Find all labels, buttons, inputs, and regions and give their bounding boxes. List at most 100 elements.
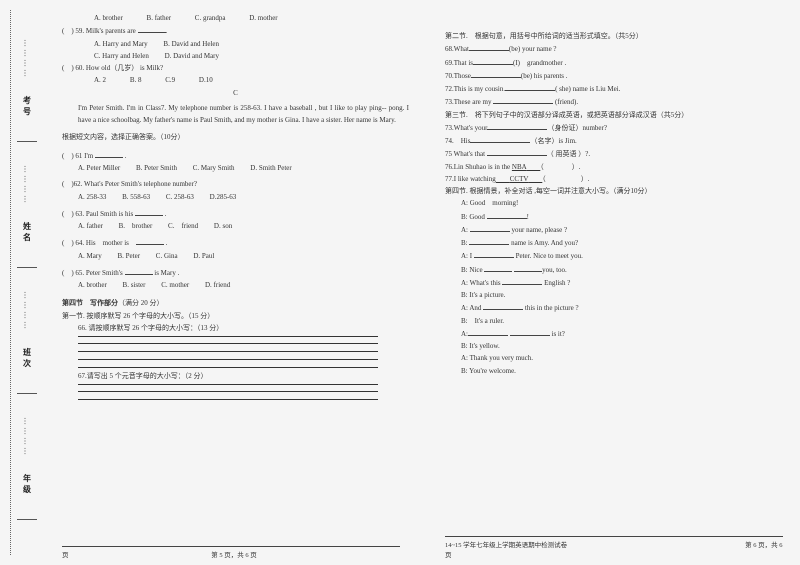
passage-c-label: C [62,87,409,99]
blank [470,134,530,143]
blank [135,207,163,216]
ruled-line [78,352,378,360]
q74: 74. His（名字）is Jim. [445,134,778,147]
opt: A. Harry and Mary [94,38,148,50]
binding-dotted-line [10,10,11,555]
footer-side: 页 [62,549,69,559]
ruled-line [78,392,378,400]
q61-stem: ( ) 61 I'm . [62,149,409,162]
opt: A. 2 [94,74,106,86]
writing-lines-66 [78,336,378,368]
dlg-line: B: Good ! [461,210,778,223]
footer-pageno: 第 6 页，共 6 [745,542,782,549]
dlg-line: A: I Peter. Nice to meet you. [461,249,778,262]
label-name: 姓名 [22,222,33,244]
q72: 72.This is my cousin.( she) name is Liu … [445,82,778,95]
ruled-line [78,336,378,344]
dlg-line: A: What's this English ? [461,276,778,289]
dlg-line: B: name is Amy. And you? [461,236,778,249]
q76: 76.Lin Shuhao is in the NBA （ ）. [445,161,778,173]
opt: B. 8 [130,74,142,86]
q59-options-2: C. Harry and Helen D. David and Mary [62,50,409,62]
opt: D. mother [249,12,277,24]
label-line [17,393,37,394]
blank [502,276,542,285]
blank [95,149,123,158]
blank [505,82,555,91]
opt: D. friend [205,279,230,291]
opt: C.9 [165,74,175,86]
footer-side: 页 [445,549,783,559]
opt: B. Peter [117,250,140,262]
opt: B. sister [123,279,146,291]
opt: D. David and Mary [165,50,219,62]
opt: A. Mary [78,250,102,262]
dlg-line: B: It's yellow. [461,340,778,352]
opt: C. 258-63 [166,191,194,203]
underline-nba: NBA [512,163,526,171]
q60-options: A. 2 B. 8 C.9 D.10 [62,74,409,86]
footer-pageno: 第 5 页，共 6 页 [211,549,257,559]
opt: D.10 [199,74,213,86]
label-line [17,519,37,520]
dlg-line: B: It's a picture. [461,289,778,301]
blank [483,301,523,310]
q59-stem: ( ) 59. Milk's parents are . [62,24,409,37]
binding-dots: ………… [23,417,32,457]
opt: B. Peter Smith [136,162,177,174]
opt: C. grandpa [195,12,226,24]
dlg-line: A: your name, please ? [461,223,778,236]
q77: 77.I like watching CCTV （ ）. [445,173,778,185]
dlg-line: A: Good morning! [461,197,778,209]
blank [510,327,550,336]
passage-c: I'm Peter Smith. I'm in Class7. My telep… [62,103,409,127]
opt: B. brother [119,220,153,232]
opt: A. brother [78,279,107,291]
opt: C. Gina [156,250,178,262]
q60-stem: ( ) 60. How old（几岁） is Milk? [62,62,409,74]
blank [468,327,508,336]
dlg-line: B: Nice you, too. [461,263,778,276]
dlg-line: B: You're welcome. [461,365,778,377]
section4-1: 第一节. 按顺序默写 26 个字母的大小写。（15 分） [62,310,409,322]
opt: C. Harry and Helen [94,50,149,62]
opt: A. Peter Miller [78,162,120,174]
blank [484,263,512,272]
opt: C. Mary Smith [193,162,235,174]
section2-title: 第二节. 根据句意，用括号中所给词的适当形式填空。（共5分） [445,30,778,42]
footer-rule [445,536,783,537]
label-line [17,141,37,142]
opt: D.285-63 [210,191,237,203]
blank [487,147,547,156]
blank [514,263,542,272]
q65-options: A. brother B. sister C. mother D. friend [62,279,409,291]
q68: 68.What(be) your name ? [445,42,778,55]
opt: D. son [214,220,232,232]
q65-stem: ( ) 65. Peter Smith's is Mary . [62,266,409,279]
passage-instr: 根据短文内容，选择正确答案。（10分） [62,131,409,143]
page-6: 第二节. 根据句意，用括号中所给词的适当形式填空。（共5分） 68.What(b… [425,0,800,565]
q59-options-1: A. Harry and Mary B. David and Helen [62,38,409,50]
q66: 66. 请按顺序默写 26 个字母的大小写：（13 分） [62,322,409,334]
section3-title: 第三节. 将下列句子中的汉语部分译成英语，或把英语部分译成汉语（共5分） [445,109,778,121]
label-class: 班次 [22,348,33,370]
dlg-line: B: It's a ruler. [461,315,778,327]
q73: 73.These are my (friend). [445,95,778,108]
page6-footer: 14~15 学年七年级上学期英语期中检测试卷 第 6 页，共 6 页 [445,536,783,559]
binding-margin: ………… 考号 ………… 姓名 ………… 班次 ………… 年级 [0,0,50,565]
q63-stem: ( ) 63. Paul Smith is his . [62,207,409,220]
binding-dots: ………… [23,39,32,79]
q61-options: A. Peter Miller B. Peter Smith C. Mary S… [62,162,409,174]
blank [473,56,513,65]
footer-center: 14~15 学年七年级上学期英语期中检测试卷 [445,539,567,549]
label-grade: 年级 [22,474,33,496]
opt: D. Smith Peter [250,162,291,174]
opt: B. David and Helen [163,38,219,50]
q62-options: A. 258-33 B. 558-63 C. 258-63 D.285-63 [62,191,409,203]
dlg-line: A: Thank you very much. [461,352,778,364]
q73-2: 73.What's your（身份证）number? [445,121,778,134]
q69: 69.That is(I) grandmother . [445,56,778,69]
blank [138,24,166,33]
section4-title: 第四节 写作部分（满分 20 分） [62,297,409,309]
blank [493,95,553,104]
